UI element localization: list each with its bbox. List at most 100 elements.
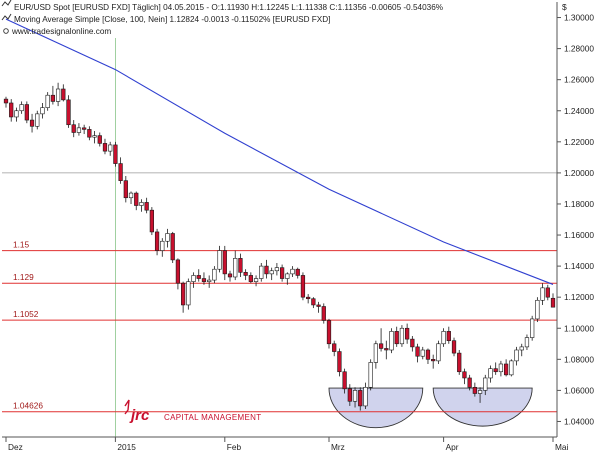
y-tick-label: 1.22000 — [564, 137, 594, 147]
candle-body — [483, 377, 488, 391]
candle-body — [217, 250, 222, 270]
candle-body — [540, 287, 545, 301]
candle-body — [436, 343, 441, 362]
candle-body — [441, 331, 446, 345]
candle-body — [488, 368, 493, 379]
candle-body — [238, 258, 243, 273]
moving-average-icon — [1, 13, 12, 21]
candle-body — [191, 275, 196, 282]
candle-body — [535, 299, 540, 320]
y-tick-label: 1.12000 — [564, 292, 594, 302]
candle-body — [467, 377, 472, 388]
x-tick-label: Apr — [446, 442, 459, 452]
candle-body — [316, 304, 321, 307]
candle-body — [123, 180, 128, 199]
x-tick-label: Feb — [227, 442, 242, 452]
y-tick-label: 1.20000 — [564, 168, 594, 178]
candle-body — [332, 343, 337, 352]
candle-body — [384, 348, 389, 351]
candle-body — [160, 240, 165, 251]
candle-body — [144, 202, 149, 211]
logo-swoosh-icon — [124, 399, 130, 415]
candle-body — [410, 338, 415, 348]
candle-body — [128, 192, 134, 199]
candle-body — [97, 135, 102, 144]
candle-body — [248, 275, 253, 282]
candle-body — [530, 318, 535, 338]
candle-body — [264, 265, 269, 275]
header-line-3: www.tradesignalonline.com — [11, 27, 111, 36]
candle-body — [503, 363, 509, 376]
candle-body — [269, 270, 274, 275]
candle-body — [446, 331, 451, 341]
candle-body — [243, 272, 248, 276]
candle-body — [394, 331, 399, 345]
candle-body — [186, 281, 191, 306]
moving-average-line — [5, 18, 554, 285]
y-tick-label: 1.16000 — [564, 230, 594, 240]
y-tick-label: 1.24000 — [564, 106, 594, 116]
candle-body — [472, 386, 477, 394]
candle-body — [352, 390, 358, 402]
y-tick-label: 1.08000 — [564, 354, 594, 364]
y-tick-label: 1.26000 — [564, 75, 594, 85]
candle-body — [165, 233, 170, 242]
candle-body — [102, 143, 108, 152]
ma-layer — [5, 18, 554, 285]
candle-body — [337, 351, 342, 373]
candle-body — [134, 192, 139, 206]
candle-body — [358, 390, 363, 407]
candle-body — [477, 390, 483, 394]
y-tick-label: 1.04000 — [564, 416, 594, 426]
candle-body — [457, 352, 462, 373]
candle-body — [306, 296, 311, 300]
candle-body — [300, 275, 306, 298]
candle-body — [9, 102, 14, 118]
grid-layer — [2, 38, 557, 437]
candle-body — [19, 104, 24, 112]
candle-body — [274, 267, 280, 272]
level-label: 1.15 — [13, 240, 30, 250]
candle-body — [493, 368, 498, 373]
candle-body — [92, 135, 97, 138]
candle-body — [29, 119, 35, 127]
header-line-2: Moving Average Simple [Close, 100, Nein]… — [14, 15, 330, 24]
candle-body — [35, 113, 40, 127]
y-tick-label: 1.14000 — [564, 261, 594, 271]
pattern-marker — [432, 387, 533, 427]
price-series-icon — [1, 0, 12, 7]
candle-body — [311, 298, 316, 306]
candle-body — [550, 297, 556, 308]
candle-body — [373, 343, 378, 363]
candle-body — [415, 346, 420, 357]
candle-body — [14, 110, 19, 118]
website-icon — [3, 28, 9, 34]
candle-body — [222, 250, 227, 275]
candle-body — [227, 273, 233, 278]
header-line-1: EUR/USD Spot [EURUSD FXD] Täglich] 04.05… — [14, 3, 443, 12]
candle-body — [279, 267, 285, 279]
candle-body — [451, 340, 457, 354]
candle-body — [76, 127, 82, 133]
candle-body — [196, 275, 201, 279]
candle-body — [524, 337, 530, 348]
candle-body — [233, 258, 238, 278]
candle-body — [212, 268, 217, 281]
candle-body — [40, 107, 45, 115]
candle-body — [175, 259, 181, 284]
candle-body — [514, 349, 519, 362]
candle-body — [82, 127, 87, 130]
candle-body — [389, 331, 394, 351]
x-tick-label: Mrz — [331, 442, 345, 452]
candle-body — [55, 88, 61, 102]
candle-body — [154, 231, 160, 251]
candle-body — [118, 163, 123, 181]
candle-body — [108, 144, 113, 152]
level-label: 1.129 — [13, 272, 34, 282]
candle-body — [342, 371, 347, 390]
candle-body — [201, 278, 207, 282]
candle-body — [462, 371, 467, 379]
candle-body — [207, 279, 212, 282]
y-tick-label: 1.06000 — [564, 385, 594, 395]
